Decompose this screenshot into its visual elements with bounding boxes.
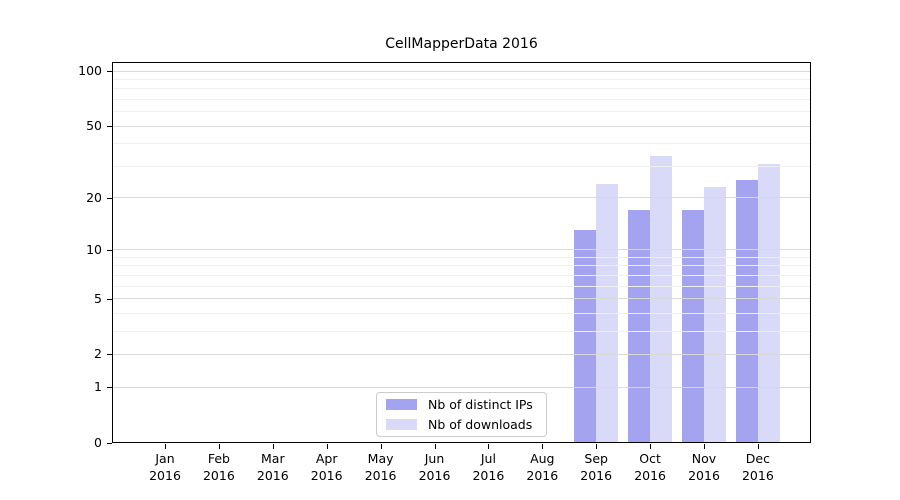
x-tick-label: May 2016 bbox=[364, 451, 397, 483]
x-tick-mark bbox=[757, 444, 759, 449]
x-tick-mark bbox=[488, 444, 490, 449]
x-tick-mark bbox=[165, 444, 166, 449]
x-tick-label: Feb 2016 bbox=[202, 451, 235, 483]
y-tick-mark bbox=[107, 197, 112, 199]
legend-label-distinct-ips: Nb of distinct IPs bbox=[428, 397, 533, 412]
bar-sep-2016-distinct-ips bbox=[574, 230, 597, 443]
y-tick-label: 10 bbox=[86, 241, 102, 257]
bar-oct-2016-downloads bbox=[650, 156, 673, 443]
bar-dec-2016-distinct-ips bbox=[735, 180, 758, 443]
gridline-minor bbox=[112, 143, 811, 145]
gridline-minor bbox=[112, 330, 811, 332]
x-tick-mark bbox=[272, 444, 274, 449]
chart-title: CellMapperData 2016 bbox=[385, 36, 538, 52]
gridline-minor bbox=[112, 312, 811, 314]
gridline-minor bbox=[112, 78, 811, 80]
gridline-minor bbox=[112, 88, 811, 90]
y-tick-label: 100 bbox=[78, 63, 102, 78]
y-tick-label: 2 bbox=[94, 346, 102, 362]
gridline-major bbox=[112, 353, 811, 355]
y-tick-label: 1 bbox=[94, 379, 102, 395]
legend-swatch-downloads-icon bbox=[386, 419, 417, 430]
y-tick-mark bbox=[107, 71, 112, 72]
x-tick-label: Mar 2016 bbox=[256, 451, 289, 483]
bar-oct-2016-distinct-ips bbox=[628, 210, 651, 443]
x-tick-label: Apr 2016 bbox=[310, 451, 343, 483]
gridline-major bbox=[112, 298, 811, 300]
y-tick-label: 50 bbox=[86, 118, 102, 134]
y-tick-mark bbox=[107, 354, 112, 356]
x-tick-mark bbox=[650, 444, 652, 449]
legend-swatch-ips-icon bbox=[386, 399, 417, 410]
x-tick-label: Jul 2016 bbox=[472, 451, 505, 483]
bar-nov-2016-distinct-ips bbox=[682, 210, 704, 443]
legend: Nb of distinct IPs Nb of downloads bbox=[376, 392, 547, 437]
gridline-minor bbox=[112, 274, 811, 276]
x-tick-mark bbox=[218, 444, 220, 449]
y-tick-mark bbox=[107, 443, 112, 444]
bar-dec-2016-downloads bbox=[757, 163, 780, 443]
gridline-minor bbox=[112, 98, 811, 100]
legend-label-downloads: Nb of downloads bbox=[428, 417, 533, 432]
y-tick-mark bbox=[107, 298, 112, 300]
gridline-major bbox=[112, 125, 811, 127]
y-tick-label: 0 bbox=[94, 435, 102, 450]
x-tick-label: Aug 2016 bbox=[526, 451, 559, 483]
x-tick-label: Oct 2016 bbox=[634, 451, 666, 483]
gridline-major bbox=[112, 197, 811, 199]
legend-item-distinct-ips: Nb of distinct IPs bbox=[386, 397, 537, 412]
x-tick-label: Sep 2016 bbox=[580, 451, 613, 483]
gridline-major bbox=[112, 70, 811, 72]
x-tick-mark bbox=[704, 444, 705, 449]
gridline-minor bbox=[112, 111, 811, 113]
x-tick-mark bbox=[434, 444, 436, 449]
legend-item-downloads: Nb of downloads bbox=[386, 417, 537, 432]
y-tick-mark bbox=[107, 249, 112, 251]
gridline-minor bbox=[112, 285, 811, 287]
x-tick-label: Dec 2016 bbox=[741, 451, 774, 483]
y-tick-label: 5 bbox=[94, 290, 102, 306]
x-tick-mark bbox=[326, 444, 328, 449]
plot-area: Nb of distinct IPs Nb of downloads bbox=[112, 62, 811, 443]
gridline-minor bbox=[112, 265, 811, 267]
y-tick-mark bbox=[107, 126, 112, 128]
x-tick-label: Nov 2016 bbox=[688, 451, 720, 483]
x-tick-mark bbox=[596, 444, 598, 449]
y-tick-mark bbox=[107, 387, 112, 389]
x-tick-mark bbox=[542, 444, 544, 449]
gridline-major bbox=[112, 386, 811, 388]
gridline-minor bbox=[112, 165, 811, 167]
axes-frame bbox=[112, 62, 811, 443]
x-tick-label: Jan 2016 bbox=[149, 451, 181, 483]
bar-nov-2016-downloads bbox=[704, 186, 726, 443]
gridline-minor bbox=[112, 256, 811, 258]
gridline-major bbox=[112, 249, 811, 251]
x-tick-mark bbox=[380, 444, 382, 449]
x-tick-label: Jun 2016 bbox=[418, 451, 451, 483]
y-tick-label: 20 bbox=[86, 189, 102, 205]
